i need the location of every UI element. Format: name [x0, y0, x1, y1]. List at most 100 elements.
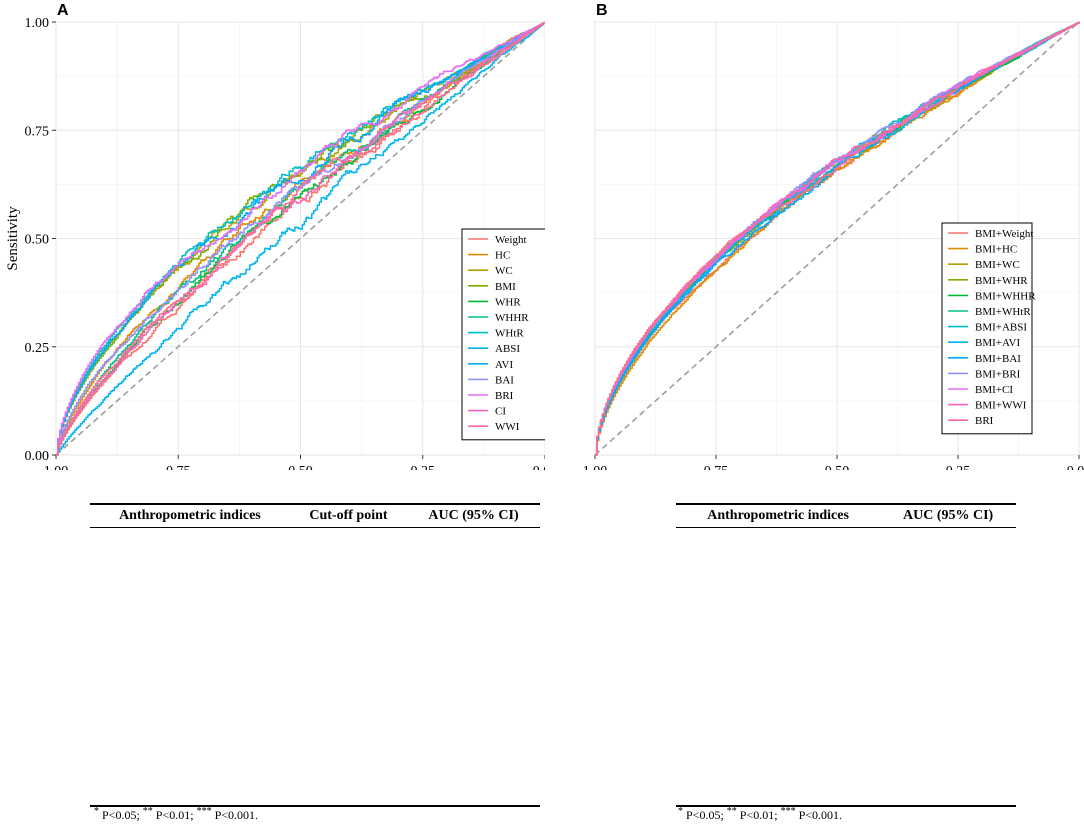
table-a-row — [90, 741, 540, 762]
x-tick-label: 0.25 — [946, 464, 971, 470]
legend-label: BMI+BAI — [975, 353, 1021, 365]
table-b-row — [676, 677, 1016, 698]
table-b-cell — [880, 549, 1016, 570]
table-b-cell — [880, 698, 1016, 719]
table-a-cell — [407, 656, 540, 677]
x-tick-label: 1.00 — [583, 464, 608, 470]
roc-series-line — [56, 22, 545, 456]
table-a-cell — [90, 571, 290, 592]
legend-label: BMI+BRI — [975, 368, 1021, 380]
table-a-cell — [290, 592, 407, 613]
table-a-row — [90, 698, 540, 719]
legend-label: HC — [495, 250, 510, 262]
table-a-cell — [290, 784, 407, 806]
table-b-header: AUC (95% CI) — [902, 508, 994, 523]
table-b-cell — [880, 656, 1016, 677]
roc-series-line — [56, 22, 545, 456]
table-b-cell — [880, 571, 1016, 592]
table-a-header-row: Anthropometric indices Cut-off point AUC… — [90, 504, 540, 528]
legend-box — [461, 228, 545, 441]
legend-label: BRI — [495, 390, 514, 402]
table-a-row — [90, 528, 540, 550]
table-b-cell — [676, 677, 880, 698]
table-a-cell — [90, 656, 290, 677]
table-a-cell — [90, 528, 290, 550]
table-b-cell — [880, 784, 1016, 806]
roc-chart-a: 1.00 0.75 0.50 0.25 0.00 0.00 0.25 0.50 0.75 1.00… — [5, 16, 545, 470]
table-a-row — [90, 720, 540, 741]
table-a-cell — [407, 528, 540, 550]
table-a-cell — [90, 613, 290, 634]
table-b-cell — [880, 528, 1016, 550]
table-a-header: Anthropometric indices — [119, 508, 261, 523]
legend-label: BMI+WC — [975, 259, 1020, 271]
table-b-cell — [676, 720, 880, 741]
table-a-cell — [90, 592, 290, 613]
legend-label: BMI+ABSI — [975, 322, 1027, 334]
table-b-cell — [676, 784, 880, 806]
table-b-row — [676, 762, 1016, 783]
table-a-cell — [90, 698, 290, 719]
table-b-cell — [676, 741, 880, 762]
table-b-row — [676, 549, 1016, 570]
table-a-cell — [407, 720, 540, 741]
table-a-cell — [407, 741, 540, 762]
roc-series-line — [595, 22, 1080, 456]
roc-series-line — [56, 22, 545, 456]
table-b-cell — [676, 656, 880, 677]
y-axis-title: Sensitivity — [5, 206, 21, 271]
table-b-cell — [880, 592, 1016, 613]
x-tick-label: 0.50 — [288, 464, 313, 470]
panel-b-label: B — [596, 2, 608, 19]
footnote-b: * P<0.05; ** P<0.01; *** P<0.001. — [678, 806, 843, 822]
x-tick-label: 0.00 — [533, 464, 545, 470]
table-a-cell — [90, 784, 290, 806]
footnote-a: * P<0.05; ** P<0.01; *** P<0.001. — [94, 806, 259, 822]
table-a-cell — [290, 528, 407, 550]
table-a-header: AUC (95% CI) — [428, 508, 519, 523]
table-a-cell — [290, 741, 407, 762]
x-tick-label: 0.00 — [1067, 464, 1084, 470]
table-a-cell — [90, 549, 290, 570]
legend-label: BMI+WWI — [975, 400, 1027, 412]
table-a-cell — [290, 677, 407, 698]
table-b-cell — [880, 677, 1016, 698]
table-b-cell — [880, 720, 1016, 741]
legend-label: CI — [495, 406, 506, 418]
reference-diagonal — [55, 21, 545, 456]
table-a-row — [90, 634, 540, 655]
table-a-row — [90, 762, 540, 783]
table-a-cell — [407, 549, 540, 570]
legend-box — [941, 222, 1033, 435]
legend-label: BMI+Weight — [975, 228, 1033, 240]
table-a-header: Cut-off point — [309, 508, 388, 523]
legend-label: BMI+AVI — [975, 337, 1020, 349]
table-b-cell — [676, 613, 880, 634]
legend-label: BMI+WHR — [975, 275, 1028, 287]
roc-series-line — [56, 22, 545, 456]
table-a-cell — [407, 698, 540, 719]
table-b-cell — [676, 698, 880, 719]
table-a-row — [90, 613, 540, 634]
y-tick-label: 0.75 — [25, 124, 50, 139]
table-a-cell — [407, 613, 540, 634]
table-a-cell — [290, 613, 407, 634]
legend-label: BMI+WHHR — [975, 290, 1036, 302]
table-b-cell — [676, 762, 880, 783]
y-tick-label: 0.25 — [25, 341, 50, 356]
table-a-cell — [290, 656, 407, 677]
legend-label: BMI+CI — [975, 384, 1013, 396]
table-a-cell — [90, 677, 290, 698]
table-b-row — [676, 613, 1016, 634]
table-b-row — [676, 656, 1016, 677]
table-a-cell — [290, 698, 407, 719]
table-a-row — [90, 784, 540, 806]
table-b-cell — [880, 634, 1016, 655]
legend-label: BRI — [975, 415, 994, 427]
table-a-row — [90, 549, 540, 570]
legend-label: BMI — [495, 281, 516, 293]
table-a-row — [90, 656, 540, 677]
table-a-row — [90, 677, 540, 698]
table-b: Anthropometric indices AUC (95% CI) — [676, 503, 1016, 807]
table-a-cell — [290, 720, 407, 741]
